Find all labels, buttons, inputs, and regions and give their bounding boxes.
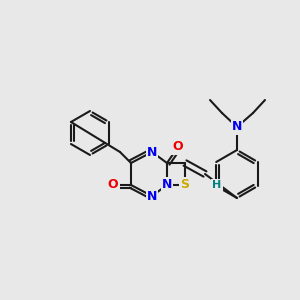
Text: N: N: [147, 146, 157, 158]
Text: S: S: [181, 178, 190, 191]
Text: N: N: [232, 121, 242, 134]
Text: N: N: [147, 190, 157, 202]
Text: N: N: [162, 178, 172, 191]
Text: H: H: [212, 180, 222, 190]
Text: O: O: [173, 140, 183, 154]
Text: O: O: [108, 178, 118, 191]
